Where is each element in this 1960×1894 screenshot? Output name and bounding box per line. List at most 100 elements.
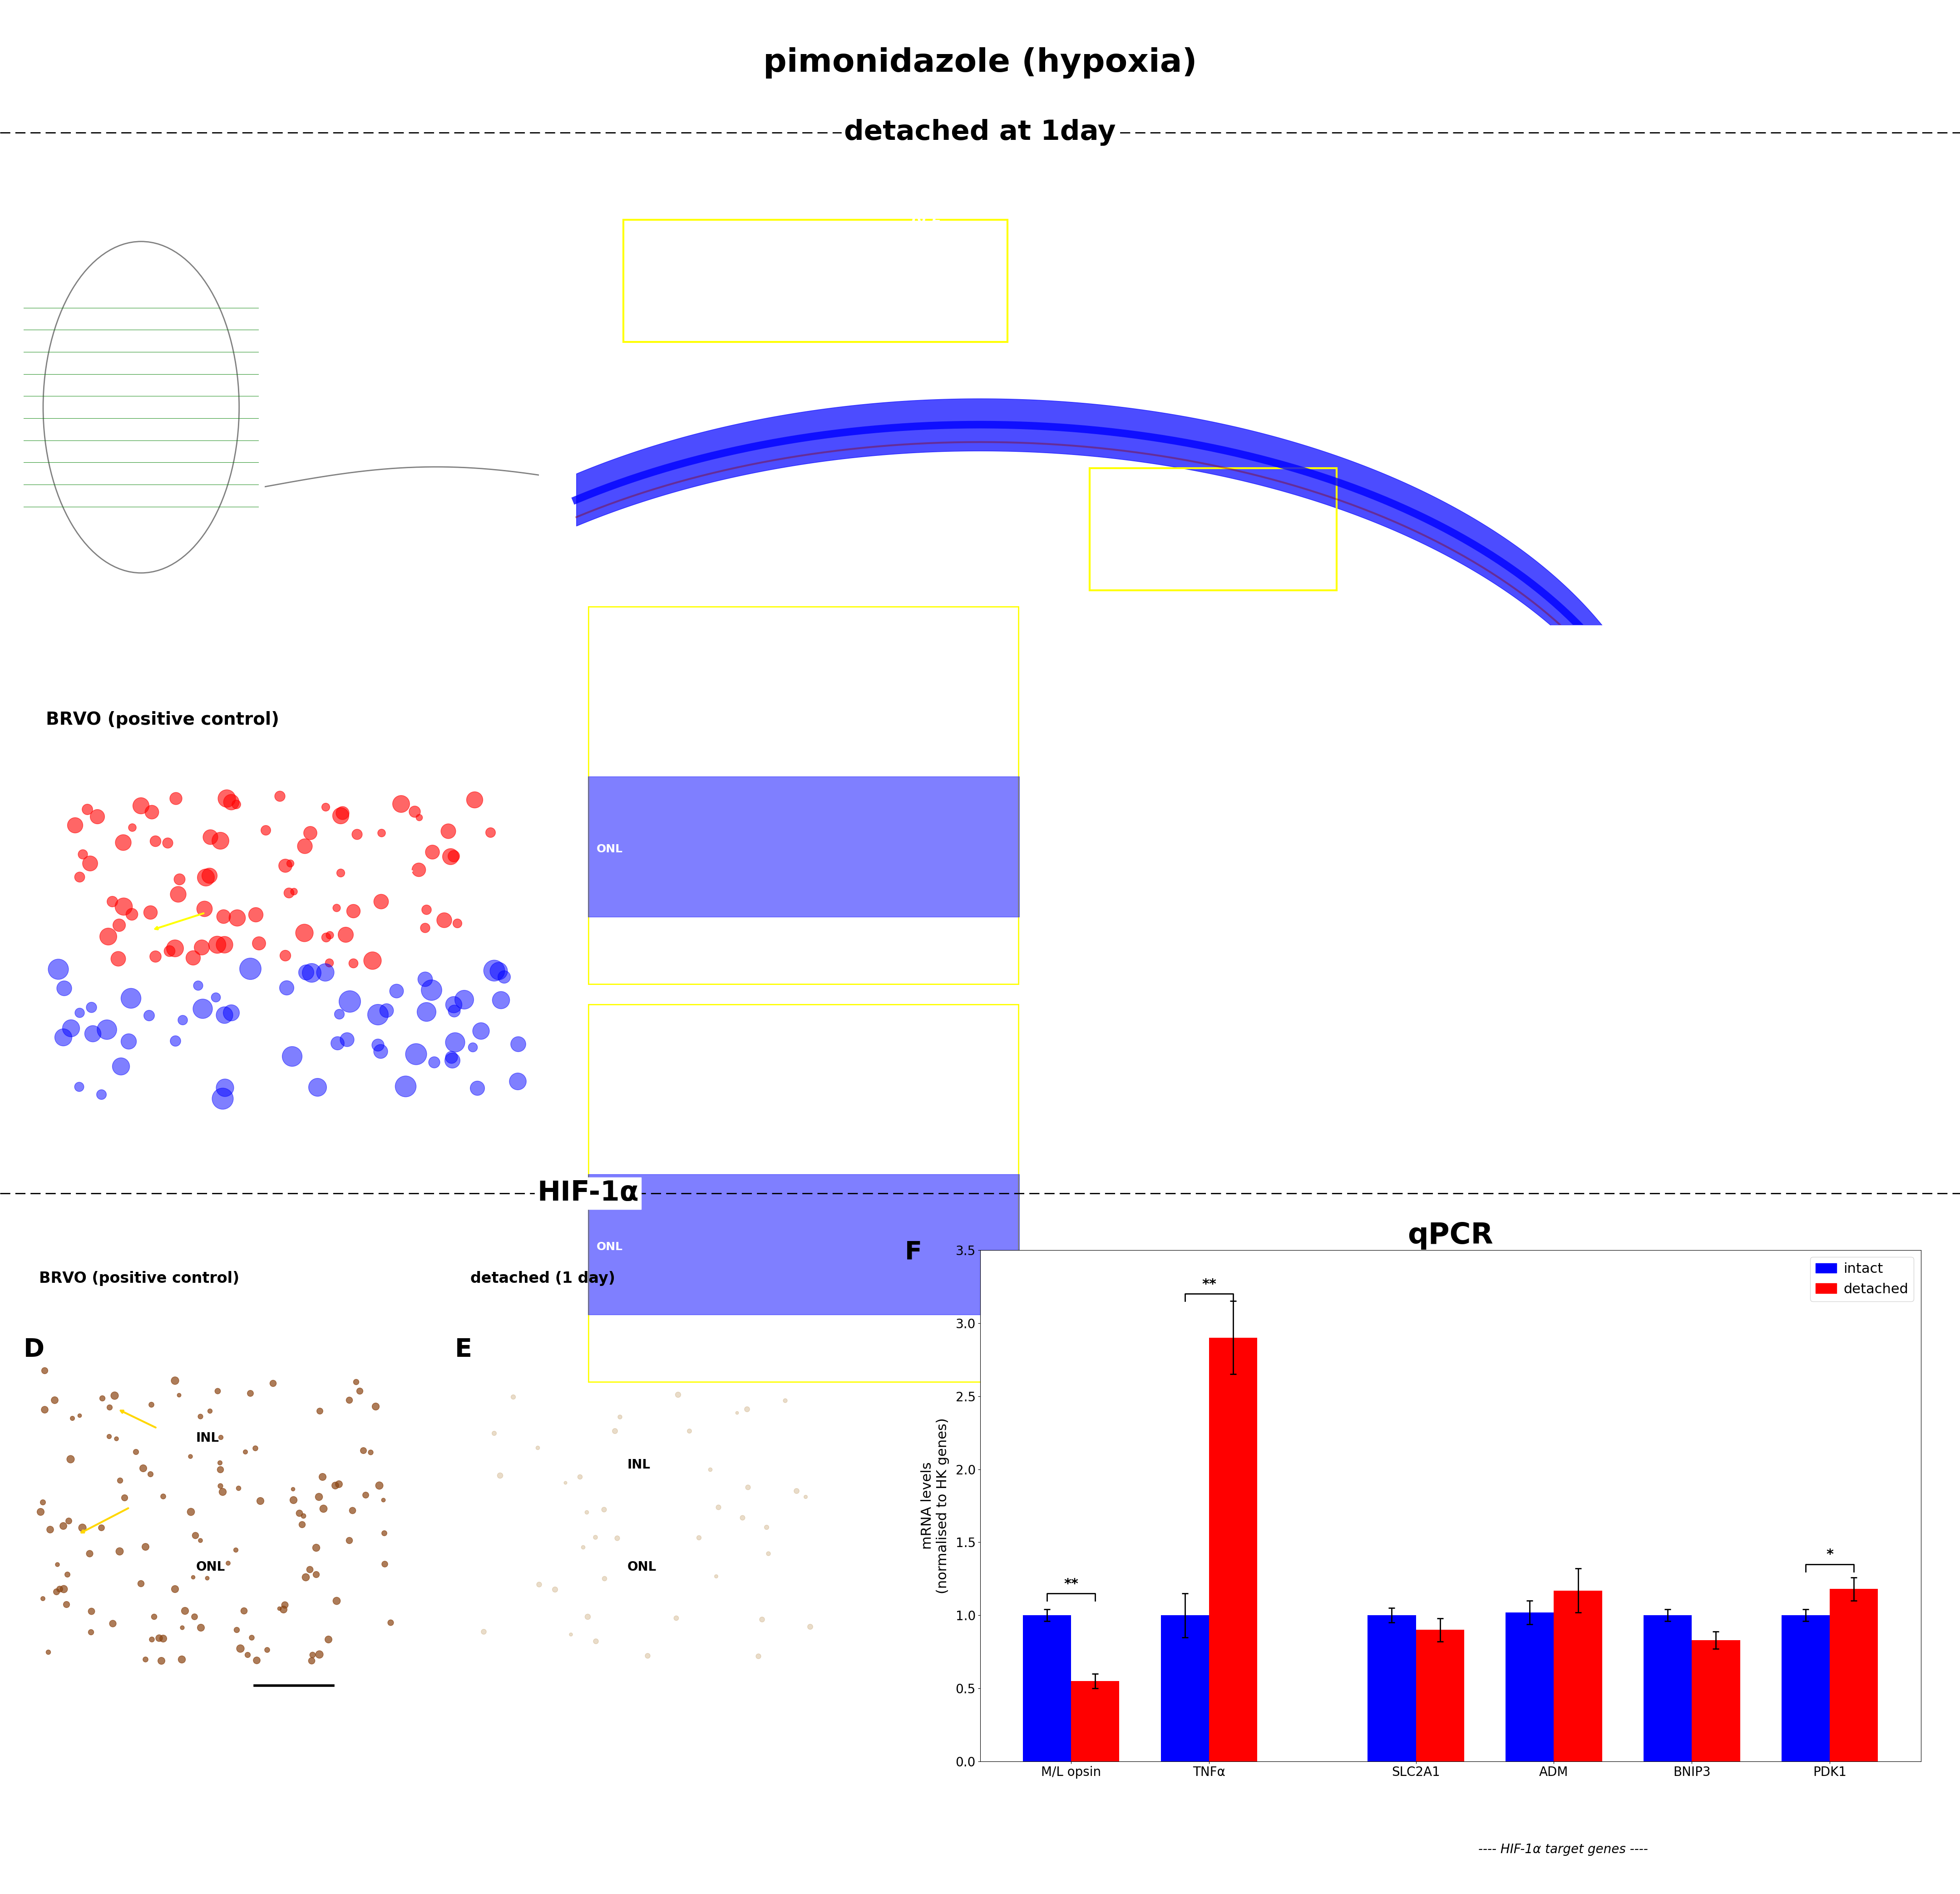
Point — [314, 947, 345, 977]
Point — [333, 987, 365, 1017]
Text: HIF-1α: HIF-1α — [537, 1180, 639, 1206]
Point — [304, 1481, 335, 1511]
Point — [368, 1517, 400, 1547]
Point — [333, 1385, 365, 1415]
Point — [331, 1025, 363, 1055]
Point — [631, 1640, 662, 1671]
Point — [310, 922, 341, 953]
Point — [437, 841, 468, 871]
Point — [55, 1013, 86, 1044]
Point — [463, 1072, 494, 1102]
Point — [296, 1640, 327, 1671]
Point — [580, 1625, 612, 1655]
Text: detached: detached — [717, 1030, 790, 1044]
Text: BRVO (positive control): BRVO (positive control) — [47, 710, 280, 729]
Point — [300, 1559, 331, 1589]
Point — [194, 860, 225, 890]
Point — [398, 795, 429, 826]
Point — [270, 939, 302, 970]
Point — [661, 1602, 692, 1633]
Point — [194, 822, 225, 852]
Point — [465, 1015, 496, 1045]
Point — [276, 1474, 308, 1504]
Point — [92, 920, 123, 951]
Bar — [1090, 468, 1337, 591]
Point — [323, 998, 355, 1028]
Text: RPE: RPE — [1556, 297, 1586, 324]
Point — [180, 1521, 212, 1551]
Text: intact: intact — [739, 633, 784, 646]
Point — [204, 1470, 235, 1500]
Point — [174, 1441, 206, 1472]
Text: **: ** — [1201, 1278, 1217, 1292]
Text: ONL: ONL — [627, 1561, 657, 1574]
Point — [296, 958, 327, 989]
Point — [727, 1502, 759, 1532]
Y-axis label: mRNA levels
(normalised to HK genes): mRNA levels (normalised to HK genes) — [921, 1419, 949, 1593]
Point — [341, 1366, 372, 1396]
Point — [416, 975, 447, 1006]
Point — [74, 849, 106, 879]
Text: **: ** — [1064, 1578, 1078, 1591]
Point — [265, 1593, 296, 1623]
Point — [566, 1532, 598, 1563]
Point — [67, 1513, 98, 1544]
Point — [257, 1367, 288, 1398]
Point — [731, 1394, 762, 1424]
Text: INL: INL — [390, 862, 414, 875]
Point — [343, 1375, 374, 1405]
Point — [272, 877, 304, 907]
Point — [319, 1470, 351, 1500]
Point — [182, 970, 214, 1000]
Point — [604, 1402, 635, 1432]
Point — [276, 1042, 308, 1072]
Point — [241, 1646, 272, 1676]
Point — [186, 932, 218, 962]
Point — [106, 1051, 137, 1081]
Point — [184, 1402, 216, 1432]
Point — [41, 1549, 73, 1580]
Point — [129, 1644, 161, 1674]
Point — [502, 1028, 533, 1059]
Point — [67, 839, 98, 869]
Text: E: E — [455, 1337, 472, 1362]
Point — [743, 1640, 774, 1671]
Point — [410, 996, 441, 1027]
Point — [337, 949, 368, 979]
Point — [29, 1394, 61, 1424]
Text: INL: INL — [627, 1458, 651, 1472]
Point — [147, 1623, 178, 1653]
Point — [588, 1494, 619, 1525]
Point — [163, 864, 194, 894]
Point — [204, 1455, 235, 1485]
Point — [204, 826, 235, 856]
Point — [274, 849, 306, 879]
Point — [700, 1561, 731, 1591]
Point — [251, 814, 282, 845]
Point — [323, 1468, 355, 1498]
Point — [74, 1617, 106, 1648]
Point — [206, 1422, 237, 1453]
Point — [86, 1513, 118, 1544]
Point — [86, 1383, 118, 1413]
Bar — [1691, 1640, 1740, 1761]
Point — [602, 1523, 633, 1553]
Point — [555, 1619, 586, 1650]
Point — [63, 1072, 94, 1102]
Point — [231, 1640, 263, 1671]
Point — [167, 1644, 198, 1674]
Point — [521, 1432, 553, 1462]
Text: INL: INL — [596, 703, 617, 714]
Text: 29/03/2022, OD: 29/03/2022, OD — [270, 581, 300, 585]
Point — [325, 858, 357, 888]
Point — [212, 1547, 243, 1578]
Point — [163, 1379, 194, 1409]
Text: BRVO (positive control): BRVO (positive control) — [39, 1271, 239, 1286]
Bar — [1070, 1682, 1119, 1761]
Point — [76, 1019, 108, 1049]
Point — [449, 985, 480, 1015]
Point — [116, 900, 147, 930]
Point — [100, 1424, 131, 1455]
Point — [47, 1511, 78, 1542]
Point — [229, 1438, 261, 1468]
